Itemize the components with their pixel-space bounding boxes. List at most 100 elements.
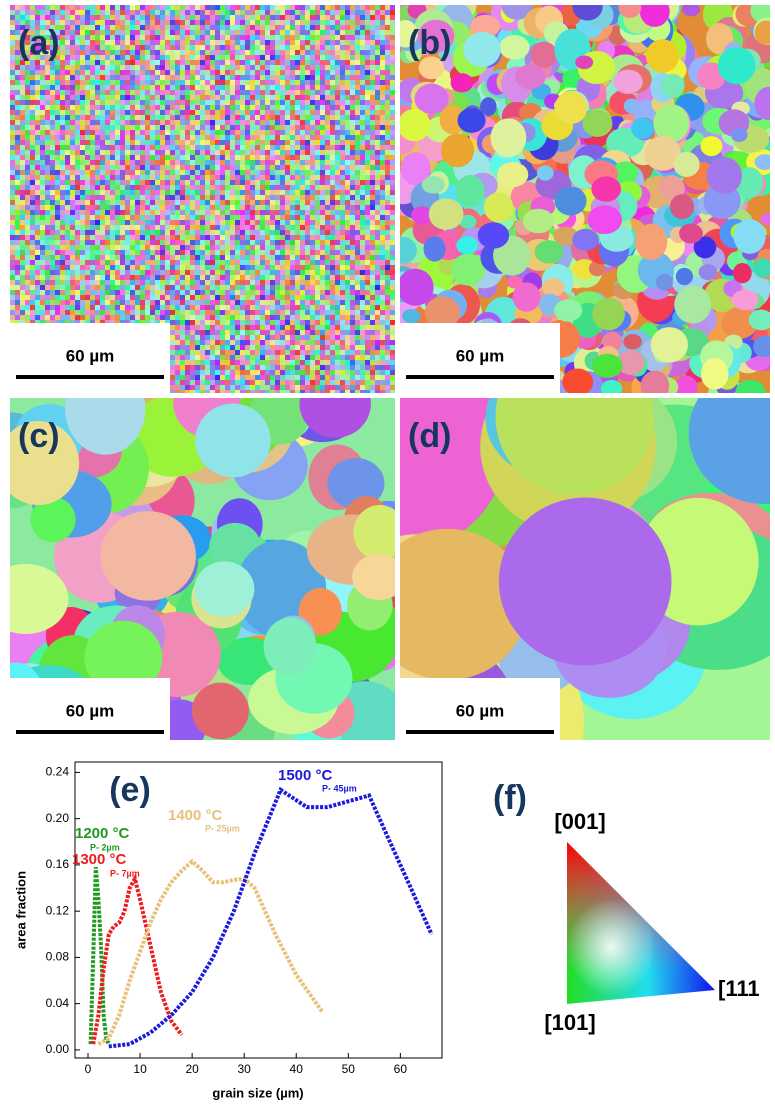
grain: [335, 315, 340, 320]
grain: [255, 10, 260, 15]
grain: [95, 180, 100, 185]
grain: [345, 150, 350, 155]
grain: [165, 115, 170, 120]
grain: [120, 85, 125, 90]
grain: [350, 300, 355, 305]
grain: [320, 115, 325, 120]
grain: [205, 25, 210, 30]
grain: [180, 90, 185, 95]
grain: [325, 265, 330, 270]
grain: [50, 170, 55, 175]
grain: [10, 55, 15, 60]
grain: [285, 235, 290, 240]
grain: [390, 190, 395, 195]
grain: [150, 210, 155, 215]
grain: [265, 170, 270, 175]
grain: [160, 40, 165, 45]
grain: [360, 90, 365, 95]
grain: [95, 205, 100, 210]
grain: [255, 115, 260, 120]
grain: [215, 85, 220, 90]
grain: [95, 240, 100, 245]
grain: [105, 300, 110, 305]
grain: [235, 105, 240, 110]
grain: [85, 310, 90, 315]
grain: [305, 90, 310, 95]
grain: [250, 40, 255, 45]
grain: [45, 105, 50, 110]
grain: [390, 55, 395, 60]
grain: [65, 95, 70, 100]
grain: [45, 205, 50, 210]
grain: [195, 55, 200, 60]
grain: [185, 5, 190, 10]
grain: [180, 260, 185, 265]
grain: [380, 95, 385, 100]
grain: [330, 70, 335, 75]
grain: [335, 55, 340, 60]
grain: [80, 40, 85, 45]
grain: [145, 90, 150, 95]
grain: [45, 170, 50, 175]
grain: [245, 250, 250, 255]
grain: [370, 120, 375, 125]
grain: [380, 15, 385, 20]
grain: [350, 320, 355, 325]
grain: [265, 45, 270, 50]
grain: [15, 175, 20, 180]
grain: [120, 100, 125, 105]
grain: [100, 130, 105, 135]
grain: [170, 80, 175, 85]
grain: [305, 145, 310, 150]
grain: [305, 5, 310, 10]
grain: [105, 290, 110, 295]
grain: [325, 65, 330, 70]
grain: [10, 130, 15, 135]
grain: [35, 240, 40, 245]
grain: [130, 195, 135, 200]
grain: [195, 230, 200, 235]
grain: [290, 275, 295, 280]
grain: [160, 135, 165, 140]
grain: [180, 210, 185, 215]
grain: [195, 65, 200, 70]
grain: [190, 60, 195, 65]
grain: [365, 150, 370, 155]
grain: [335, 160, 340, 165]
grain: [130, 310, 135, 315]
grain: [340, 35, 345, 40]
grain: [300, 315, 305, 320]
grain: [220, 250, 225, 255]
grain: [135, 20, 140, 25]
grain: [110, 280, 115, 285]
grain: [340, 235, 345, 240]
grain: [250, 270, 255, 275]
grain: [330, 250, 335, 255]
grain: [105, 105, 110, 110]
grain: [130, 170, 135, 175]
grain: [35, 145, 40, 150]
grain: [370, 280, 375, 285]
grain: [220, 130, 225, 135]
grain: [130, 115, 135, 120]
grain: [50, 45, 55, 50]
grain: [315, 275, 320, 280]
grain: [225, 50, 230, 55]
grain: [265, 250, 270, 255]
grain: [355, 100, 360, 105]
grain: [175, 210, 180, 215]
grain: [265, 245, 270, 250]
grain: [130, 290, 135, 295]
grain: [175, 145, 180, 150]
grain: [310, 125, 315, 130]
grain: [370, 90, 375, 95]
grain: [195, 200, 200, 205]
grain: [300, 15, 305, 20]
grain: [330, 240, 335, 245]
grain: [380, 150, 385, 155]
grain: [355, 305, 360, 310]
grain: [205, 165, 210, 170]
grain: [260, 50, 265, 55]
grain: [200, 305, 205, 310]
grain: [50, 300, 55, 305]
